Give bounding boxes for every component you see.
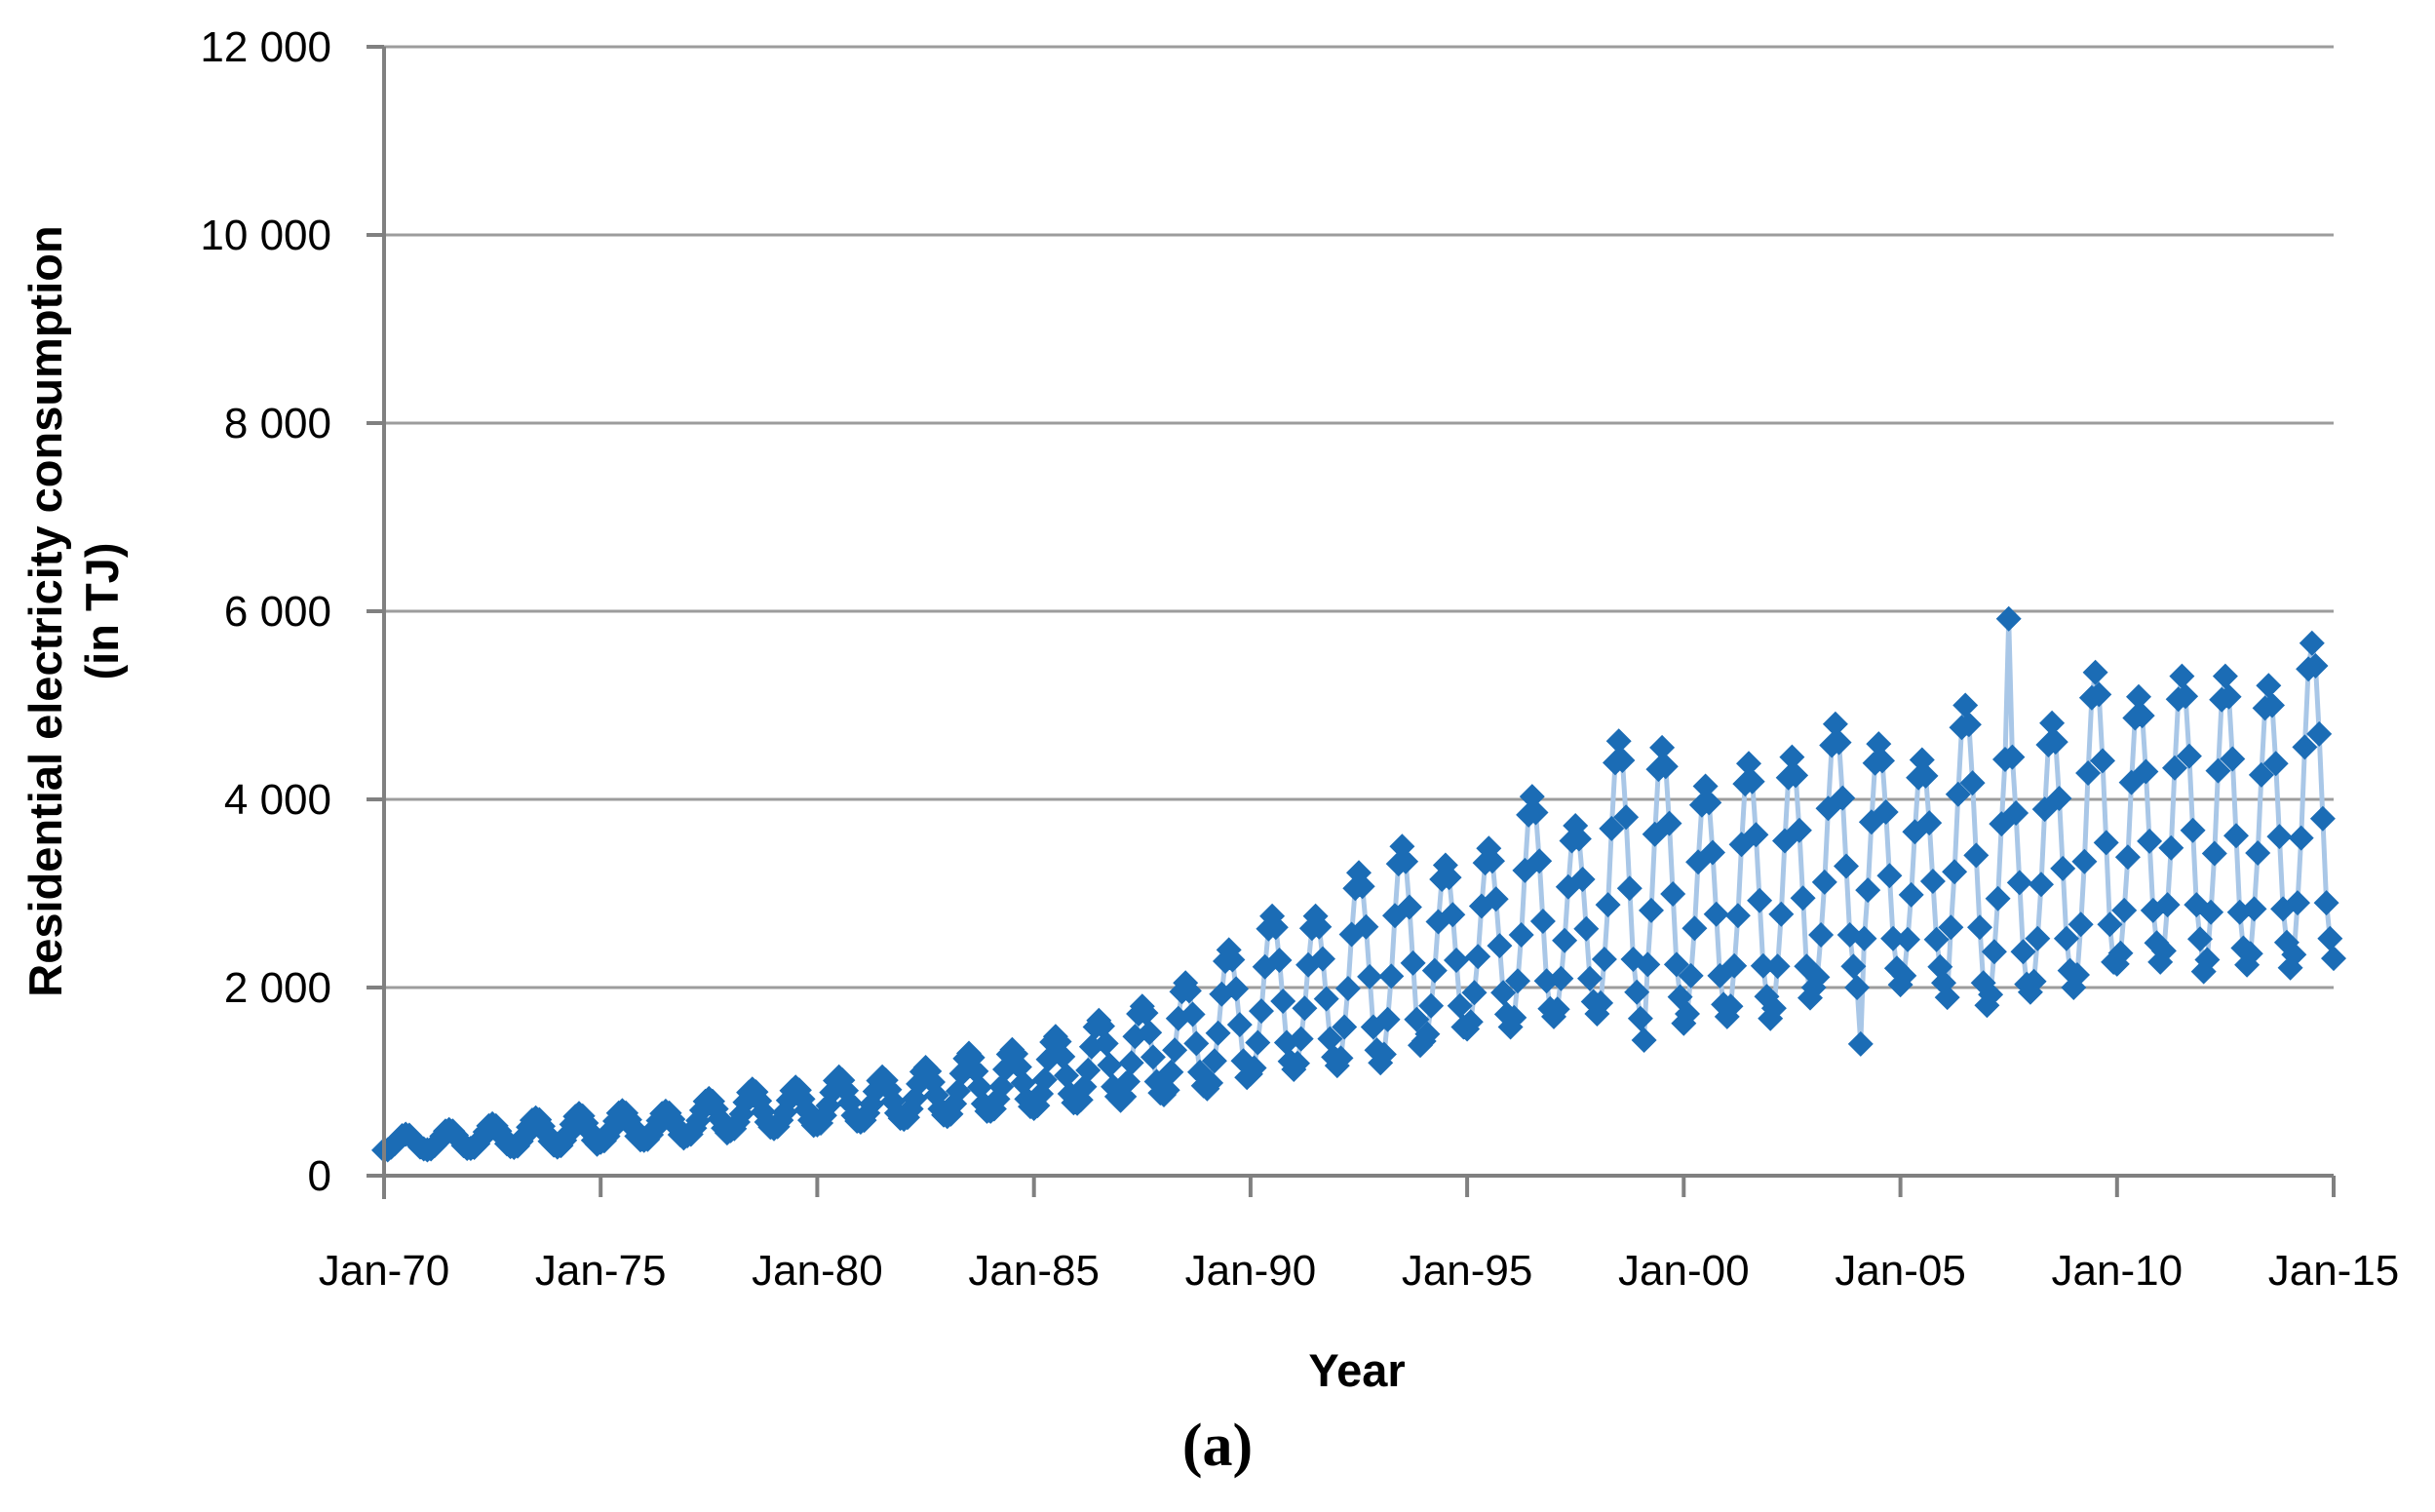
y-tick-label: 10 000 [200, 212, 331, 259]
data-points [371, 605, 2346, 1163]
x-tick-label: Jan-85 [968, 1247, 1100, 1295]
x-tick-label: Jan-70 [319, 1247, 450, 1295]
x-tick-label: Jan-80 [752, 1247, 883, 1295]
y-tick-label: 6 000 [224, 588, 331, 636]
x-tick-label: Jan-05 [1835, 1247, 1966, 1295]
x-tick-label: Jan-10 [2052, 1247, 2184, 1295]
y-axis-title: Residential electricity consumption (in … [18, 46, 174, 1177]
y-tick-label: 8 000 [224, 400, 331, 447]
x-tick-label: Jan-00 [1618, 1247, 1750, 1295]
y-tick-label: 12 000 [200, 23, 331, 71]
x-tick-label: Jan-15 [2268, 1247, 2400, 1295]
y-axis-title-line2: (in TJ) [76, 542, 128, 680]
x-axis-title: Year [1308, 1344, 1406, 1396]
x-tick-label: Jan-95 [1402, 1247, 1533, 1295]
x-tick-label: Jan-90 [1185, 1247, 1317, 1295]
y-tick-label: 0 [308, 1152, 331, 1200]
x-tick-label: Jan-75 [535, 1247, 667, 1295]
figure-caption: (a) [1181, 1413, 1254, 1479]
y-axis-title-line1: Residential electricity consumption [19, 225, 71, 997]
y-tick-label: 4 000 [224, 776, 331, 824]
y-tick-label: 2 000 [224, 964, 331, 1012]
